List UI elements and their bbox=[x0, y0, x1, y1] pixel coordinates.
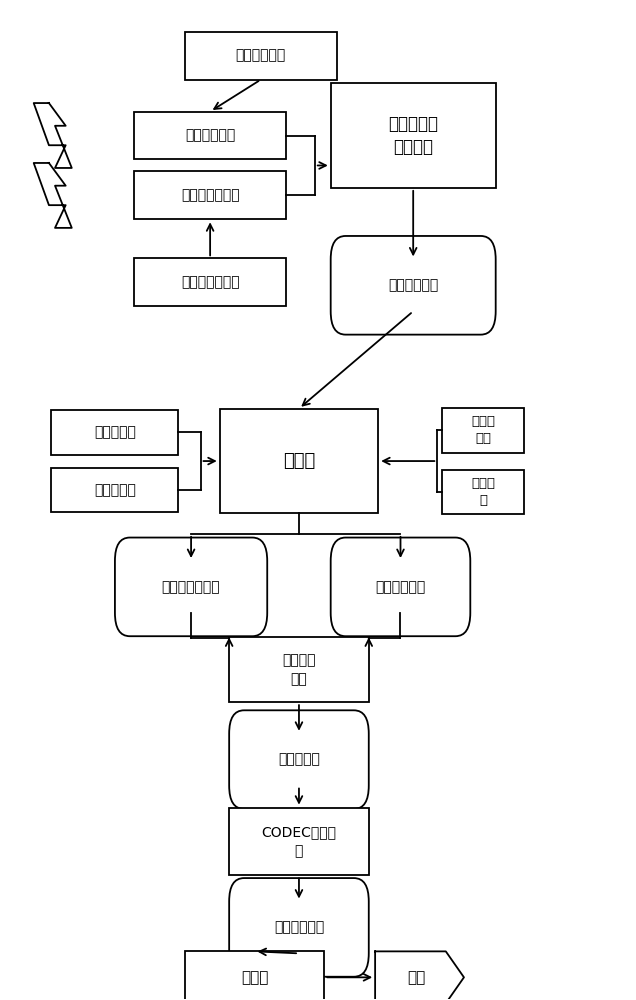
FancyBboxPatch shape bbox=[52, 468, 178, 512]
FancyBboxPatch shape bbox=[331, 236, 495, 335]
FancyBboxPatch shape bbox=[115, 538, 267, 636]
FancyBboxPatch shape bbox=[184, 32, 337, 80]
Text: 模拟信号输出: 模拟信号输出 bbox=[274, 920, 324, 934]
FancyBboxPatch shape bbox=[229, 710, 369, 809]
Polygon shape bbox=[34, 163, 72, 228]
Text: 光路接收模块: 光路接收模块 bbox=[185, 129, 235, 143]
Text: 光路选频模块: 光路选频模块 bbox=[236, 49, 286, 63]
Text: 光路数字信号: 光路数字信号 bbox=[375, 580, 425, 594]
FancyBboxPatch shape bbox=[442, 408, 524, 453]
FancyBboxPatch shape bbox=[442, 470, 524, 514]
Text: 电磁波数字信号: 电磁波数字信号 bbox=[162, 580, 221, 594]
FancyBboxPatch shape bbox=[134, 171, 286, 219]
Text: 电磁波接收模块: 电磁波接收模块 bbox=[181, 188, 239, 202]
FancyBboxPatch shape bbox=[52, 410, 178, 455]
Text: 单信号输出: 单信号输出 bbox=[278, 753, 320, 767]
Text: 电磁缓存器: 电磁缓存器 bbox=[94, 483, 136, 497]
FancyBboxPatch shape bbox=[219, 409, 378, 513]
FancyBboxPatch shape bbox=[134, 258, 286, 306]
Text: 链路指
示灯: 链路指 示灯 bbox=[471, 415, 495, 445]
Text: 播放: 播放 bbox=[407, 970, 425, 985]
Text: 光路缓存器: 光路缓存器 bbox=[94, 425, 136, 439]
Polygon shape bbox=[34, 103, 72, 168]
FancyBboxPatch shape bbox=[229, 878, 369, 977]
FancyBboxPatch shape bbox=[229, 637, 369, 702]
Text: 双路编解码
处理模块: 双路编解码 处理模块 bbox=[388, 115, 438, 156]
FancyBboxPatch shape bbox=[134, 112, 286, 159]
Text: 双模切换
开关: 双模切换 开关 bbox=[282, 654, 315, 686]
Text: 供电单
元: 供电单 元 bbox=[471, 477, 495, 507]
Text: 双路同传信号: 双路同传信号 bbox=[388, 278, 438, 292]
FancyBboxPatch shape bbox=[184, 951, 324, 1000]
FancyBboxPatch shape bbox=[331, 538, 470, 636]
FancyBboxPatch shape bbox=[229, 808, 369, 875]
Text: 扬声器: 扬声器 bbox=[241, 970, 268, 985]
Text: 处理器: 处理器 bbox=[283, 452, 315, 470]
Polygon shape bbox=[375, 951, 464, 1000]
Text: CODEC编解码
器: CODEC编解码 器 bbox=[261, 825, 336, 858]
FancyBboxPatch shape bbox=[331, 83, 495, 188]
Text: 电磁波选频模块: 电磁波选频模块 bbox=[181, 275, 239, 289]
